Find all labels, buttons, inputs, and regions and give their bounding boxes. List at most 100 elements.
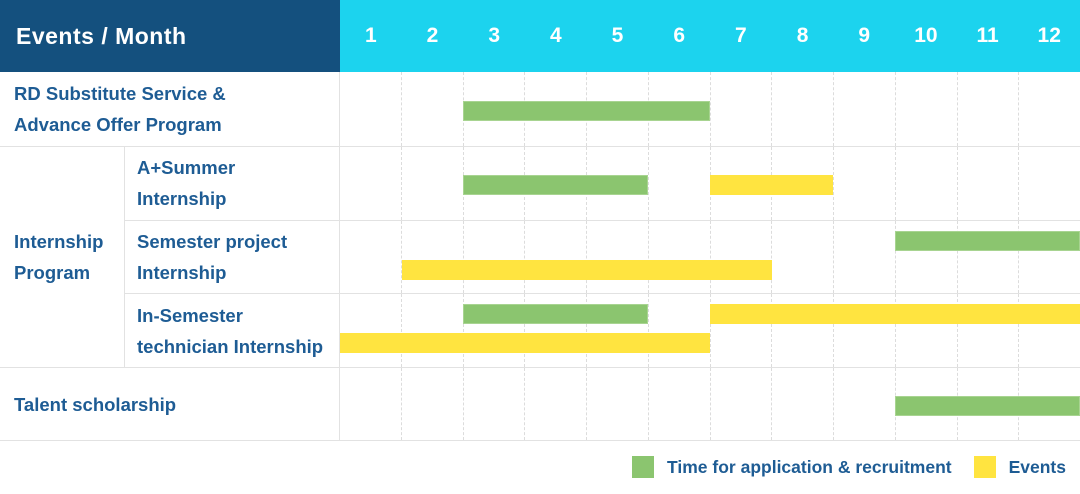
- legend-item-events: Events: [973, 456, 1066, 478]
- month-label: 6: [673, 24, 686, 47]
- month-cell: [647, 220, 710, 294]
- month-cell: [340, 368, 401, 440]
- month-label: 12: [1037, 24, 1061, 47]
- legend: Time for application & recruitment Event…: [0, 441, 1080, 493]
- month-header-row: 1 2 3 4 5 6 7 8 9 10 11 12: [340, 0, 1080, 72]
- row-label-line: Advance Offer Program: [14, 114, 222, 135]
- month-cell: [894, 220, 957, 294]
- month-label: 2: [426, 24, 439, 47]
- event-bar: [401, 259, 772, 280]
- event-bar: [710, 175, 834, 196]
- month-cell: [400, 294, 463, 368]
- month-cell: [833, 220, 895, 294]
- application-bar: [463, 304, 649, 325]
- row-label-line: RD Substitute Service &: [14, 83, 226, 104]
- month-cell: [586, 368, 648, 440]
- row-label-line: Internship: [137, 262, 227, 283]
- month-cell: [709, 220, 772, 294]
- table-row: Semester project Internship: [125, 220, 1080, 295]
- row-label-line: technician Internship: [137, 335, 324, 357]
- month-cell: [524, 368, 586, 440]
- month-cell: [894, 147, 957, 220]
- month-cell: [1018, 220, 1080, 294]
- row-label-line: A+Summer: [137, 157, 236, 179]
- events-month-table: Events / Month 1 2 3 4 5 6 7 8 9 10 11 12 RD Substi…: [0, 0, 1080, 441]
- month-cell: [709, 72, 772, 146]
- event-bar: [710, 304, 1080, 325]
- month-cell: [833, 294, 895, 368]
- row-label-line: Talent scholarship: [14, 393, 177, 415]
- month-cell: [400, 368, 463, 440]
- month-label: 10: [914, 24, 938, 47]
- legend-item-application: Time for application & recruitment: [632, 456, 952, 478]
- month-cell: [586, 294, 648, 368]
- row-label-line: Semester project: [137, 231, 288, 252]
- group-label-line: Internship: [14, 231, 104, 252]
- month-cell: [771, 368, 833, 440]
- row-label-a-plus-summer: A+Summer Internship: [125, 147, 340, 220]
- month-cell: [400, 72, 463, 146]
- row-label-talent-scholarship: Talent scholarship: [0, 368, 340, 440]
- application-color-swatch: [632, 456, 655, 478]
- month-cell: [771, 220, 833, 294]
- month-cell: [462, 72, 525, 146]
- internship-subrows: A+Summer Internship Semester project Int…: [125, 147, 1080, 368]
- row-chart-semester-project: [340, 220, 1080, 294]
- legend-label: Time for application & recruitment: [667, 456, 952, 477]
- month-label: 8: [796, 24, 809, 47]
- row-label-semester-project: Semester project Internship: [125, 220, 340, 294]
- table-row: Talent scholarship: [0, 368, 1080, 441]
- month-cell: [894, 72, 957, 146]
- month-cell: [400, 220, 463, 294]
- row-label-in-semester-technician: In-Semester technician Internship: [125, 294, 340, 368]
- month-cell: [709, 147, 772, 220]
- events-color-swatch: [973, 456, 996, 478]
- month-label: 5: [611, 24, 624, 47]
- row-chart-rd-substitute: [340, 72, 1080, 146]
- month-cell: [1018, 72, 1080, 146]
- month-cell: [647, 368, 710, 440]
- month-cell: [524, 294, 586, 368]
- application-bar: [463, 175, 649, 196]
- month-cell: [1018, 294, 1080, 368]
- row-chart-a-plus-summer: [340, 147, 1080, 220]
- row-chart-in-semester-technician: [340, 294, 1080, 368]
- row-label-line: In-Semester: [137, 304, 243, 326]
- month-cell: [833, 368, 895, 440]
- month-cell: [894, 294, 957, 368]
- month-cell: [771, 294, 833, 368]
- application-bar: [895, 396, 1080, 416]
- month-cell: [462, 368, 525, 440]
- month-cell: [586, 220, 648, 294]
- month-label: 11: [976, 24, 999, 47]
- month-cell: [400, 147, 463, 220]
- month-cell: [833, 147, 895, 220]
- table-header-row: Events / Month 1 2 3 4 5 6 7 8 9 10 11 12: [0, 0, 1080, 72]
- application-bar: [895, 230, 1080, 251]
- month-cell: [340, 72, 401, 146]
- month-cell: [833, 72, 895, 146]
- month-cell: [956, 72, 1019, 146]
- table-row: A+Summer Internship: [125, 147, 1080, 221]
- group-label-internship-program: Internship Program: [0, 147, 125, 367]
- legend-label: Events: [1008, 456, 1066, 477]
- table-row: In-Semester technician Internship: [125, 294, 1080, 368]
- row-label-line: Internship: [137, 188, 227, 210]
- month-label: 3: [488, 24, 501, 47]
- month-cell: [524, 220, 586, 294]
- table-row: RD Substitute Service & Advance Offer Pr…: [0, 72, 1080, 147]
- month-cell: [462, 147, 525, 220]
- month-cell: [647, 294, 710, 368]
- month-cell: [709, 294, 772, 368]
- month-cell: [340, 147, 401, 220]
- group-label-line: Program: [14, 262, 91, 283]
- month-cell: [771, 72, 833, 146]
- application-bar: [463, 101, 710, 121]
- event-bar: [340, 333, 710, 354]
- month-cell: [956, 294, 1019, 368]
- month-cell: [340, 294, 401, 367]
- month-cell: [709, 368, 772, 440]
- internship-program-group: Internship Program A+Summer Internship S…: [0, 147, 1080, 368]
- month-label: 4: [550, 24, 562, 47]
- month-cell: [462, 220, 525, 294]
